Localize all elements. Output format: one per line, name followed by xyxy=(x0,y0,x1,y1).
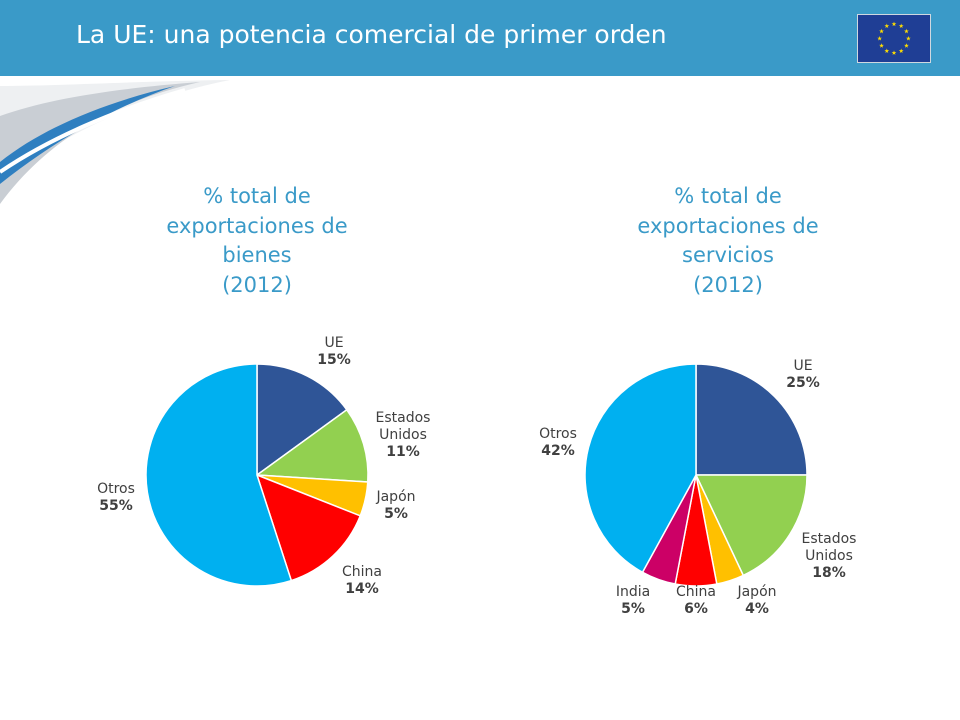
chart-title-line: exportaciones de xyxy=(637,213,819,238)
pie-slice-ue xyxy=(256,363,348,477)
pie-slice-ue xyxy=(695,363,808,476)
chart-title-line: exportaciones de xyxy=(166,213,348,238)
decorative-swoosh xyxy=(0,80,230,204)
slice-label-japon: Japón xyxy=(736,584,776,600)
pie-slice-estados-unidos xyxy=(694,474,808,577)
slice-value-otros: 42% xyxy=(541,443,575,459)
slice-value-ue: 15% xyxy=(317,352,351,368)
slice-label-estados-unidos: Unidos xyxy=(805,548,853,564)
slice-value-india: 5% xyxy=(621,601,645,617)
slice-label-japon: Japón xyxy=(375,489,415,505)
slice-value-china: 6% xyxy=(684,601,708,617)
slice-label-otros: Otros xyxy=(97,481,135,497)
slice-value-ue: 25% xyxy=(786,375,820,391)
chart-title-line: servicios xyxy=(682,243,774,267)
slice-label-china: China xyxy=(676,584,716,600)
slice-value-estados-unidos: 11% xyxy=(386,444,420,460)
slice-label-ue: UE xyxy=(793,358,812,374)
pie-slice-otros xyxy=(145,363,293,587)
header-bar: La UE: una potencia comercial de primer … xyxy=(0,0,960,76)
chart-title-line: % total de xyxy=(674,184,782,208)
page-title: La UE: una potencia comercial de primer … xyxy=(76,20,667,49)
slice-value-china: 14% xyxy=(345,581,379,597)
slice-value-estados-unidos: 18% xyxy=(812,565,846,581)
pie-slice-estados-unidos xyxy=(254,408,369,483)
slice-label-india: India xyxy=(616,584,650,600)
slice-value-japon: 5% xyxy=(384,506,408,522)
slice-value-otros: 55% xyxy=(99,498,133,514)
slice-label-ue: UE xyxy=(324,335,343,351)
slice-value-japon: 4% xyxy=(745,601,769,617)
chart-title-services: % total de exportaciones de servicios (2… xyxy=(598,182,858,300)
slice-label-estados-unidos: Unidos xyxy=(379,427,427,443)
chart-title-line: (2012) xyxy=(222,272,292,297)
chart-title-goods: % total de exportaciones de bienes (2012… xyxy=(127,182,387,300)
chart-title-line: (2012) xyxy=(693,272,763,297)
chart-title-line: % total de xyxy=(203,184,311,208)
chart-title-line: bienes xyxy=(222,243,292,267)
slice-label-otros: Otros xyxy=(539,426,577,442)
slice-label-estados-unidos: Estados xyxy=(802,531,857,547)
eu-flag-icon xyxy=(857,14,931,63)
slice-label-estados-unidos: Estados xyxy=(376,410,431,426)
pie-slice-otros xyxy=(584,363,697,574)
slice-label-china: China xyxy=(342,564,382,580)
